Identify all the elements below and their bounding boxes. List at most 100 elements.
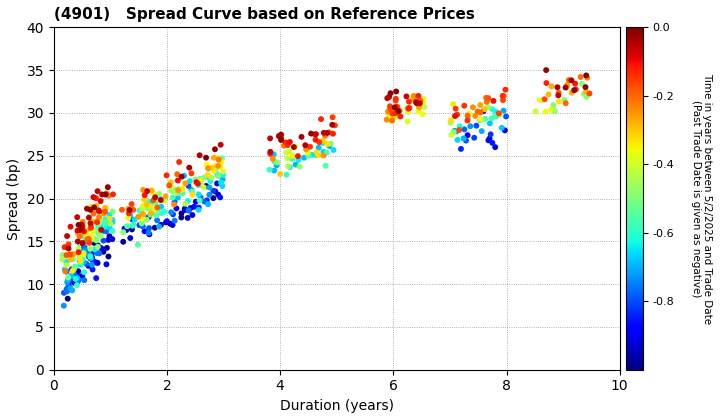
Point [445,117,456,124]
Point [467,104,479,110]
Point [317,139,328,146]
Point [454,126,465,133]
Point [94,219,105,226]
Point [173,187,184,194]
Point [78,250,89,257]
Point [171,171,183,178]
Point [156,203,167,210]
Point [210,168,221,174]
Point [137,215,148,222]
Point [63,274,74,281]
Point [176,214,187,221]
Point [284,164,296,171]
Point [89,204,100,211]
Point [381,116,392,123]
Point [183,183,194,189]
Point [539,96,550,102]
Point [575,74,586,80]
Point [458,135,469,142]
Point [143,225,155,231]
Point [384,103,396,110]
Point [69,263,81,270]
Point [167,194,179,201]
Point [413,103,425,110]
Point [382,95,393,102]
Point [136,213,148,219]
Point [60,268,72,275]
Point [553,89,564,96]
Point [67,278,78,284]
Point [78,221,90,228]
Point [321,129,333,136]
Point [100,228,112,235]
Point [139,196,150,202]
Point [269,167,280,174]
Point [480,94,492,101]
Point [500,87,511,93]
Point [83,250,94,257]
Point [126,226,138,233]
Point [94,250,105,257]
Point [455,146,467,152]
Point [407,96,418,102]
Point [127,221,139,228]
Point [107,208,118,215]
Point [313,139,325,145]
Point [99,223,111,230]
Point [449,128,460,134]
Point [92,242,104,249]
Point [191,179,202,186]
Point [288,144,300,150]
Point [393,108,405,114]
Point [72,227,84,234]
Point [382,108,394,115]
Point [155,197,166,203]
Point [284,148,295,155]
Point [497,92,508,99]
Point [98,249,109,255]
Point [454,123,465,130]
Point [145,211,156,218]
Point [85,225,96,231]
Point [264,135,276,142]
Point [417,111,428,118]
Point [127,216,138,223]
Point [446,131,457,138]
Point [98,209,109,215]
Point [104,215,115,222]
Point [490,113,502,119]
Point [415,97,426,104]
Point [412,100,423,107]
Point [75,226,86,233]
Point [472,108,483,115]
Point [546,106,557,113]
Point [136,205,148,212]
Point [302,152,314,159]
Point [287,152,298,159]
Point [102,224,113,231]
Point [451,111,463,118]
Point [293,157,305,163]
Point [155,196,166,202]
Point [534,97,546,103]
Point [86,261,98,268]
Point [318,152,329,159]
Point [186,170,197,177]
Point [200,154,212,161]
Point [107,236,118,242]
Point [310,136,321,143]
Point [146,200,158,206]
Point [69,271,81,278]
Point [73,268,84,275]
Point [76,249,88,255]
Point [78,244,90,251]
Point [309,131,320,138]
Point [68,251,80,257]
Point [146,187,158,194]
Point [91,219,103,226]
Point [281,149,292,156]
Point [413,105,425,111]
Point [404,105,415,111]
Point [410,100,422,106]
Point [485,131,496,138]
